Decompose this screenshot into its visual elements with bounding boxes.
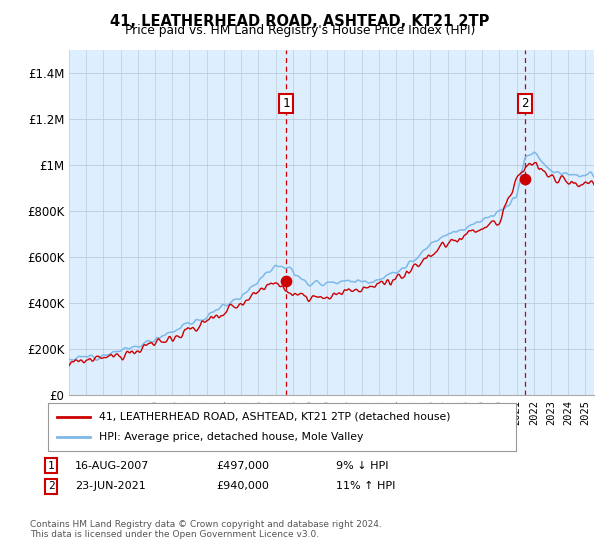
Text: 9% ↓ HPI: 9% ↓ HPI [336, 461, 389, 471]
Text: HPI: Average price, detached house, Mole Valley: HPI: Average price, detached house, Mole… [100, 432, 364, 442]
Point [520, 175, 529, 184]
Text: Contains HM Land Registry data © Crown copyright and database right 2024.: Contains HM Land Registry data © Crown c… [30, 520, 382, 529]
Text: £497,000: £497,000 [216, 461, 269, 471]
Text: 16-AUG-2007: 16-AUG-2007 [75, 461, 149, 471]
Text: 1: 1 [283, 97, 290, 110]
Text: 2: 2 [521, 97, 529, 110]
Text: Price paid vs. HM Land Registry's House Price Index (HPI): Price paid vs. HM Land Registry's House … [125, 24, 475, 37]
Text: £940,000: £940,000 [216, 481, 269, 491]
Text: 11% ↑ HPI: 11% ↑ HPI [336, 481, 395, 491]
Text: 41, LEATHERHEAD ROAD, ASHTEAD, KT21 2TP: 41, LEATHERHEAD ROAD, ASHTEAD, KT21 2TP [110, 14, 490, 29]
Text: This data is licensed under the Open Government Licence v3.0.: This data is licensed under the Open Gov… [30, 530, 319, 539]
Text: 2: 2 [47, 481, 55, 491]
Text: 23-JUN-2021: 23-JUN-2021 [75, 481, 146, 491]
Text: 41, LEATHERHEAD ROAD, ASHTEAD, KT21 2TP (detached house): 41, LEATHERHEAD ROAD, ASHTEAD, KT21 2TP … [100, 412, 451, 422]
Point [281, 276, 291, 285]
FancyBboxPatch shape [48, 403, 516, 451]
Text: 1: 1 [47, 461, 55, 471]
